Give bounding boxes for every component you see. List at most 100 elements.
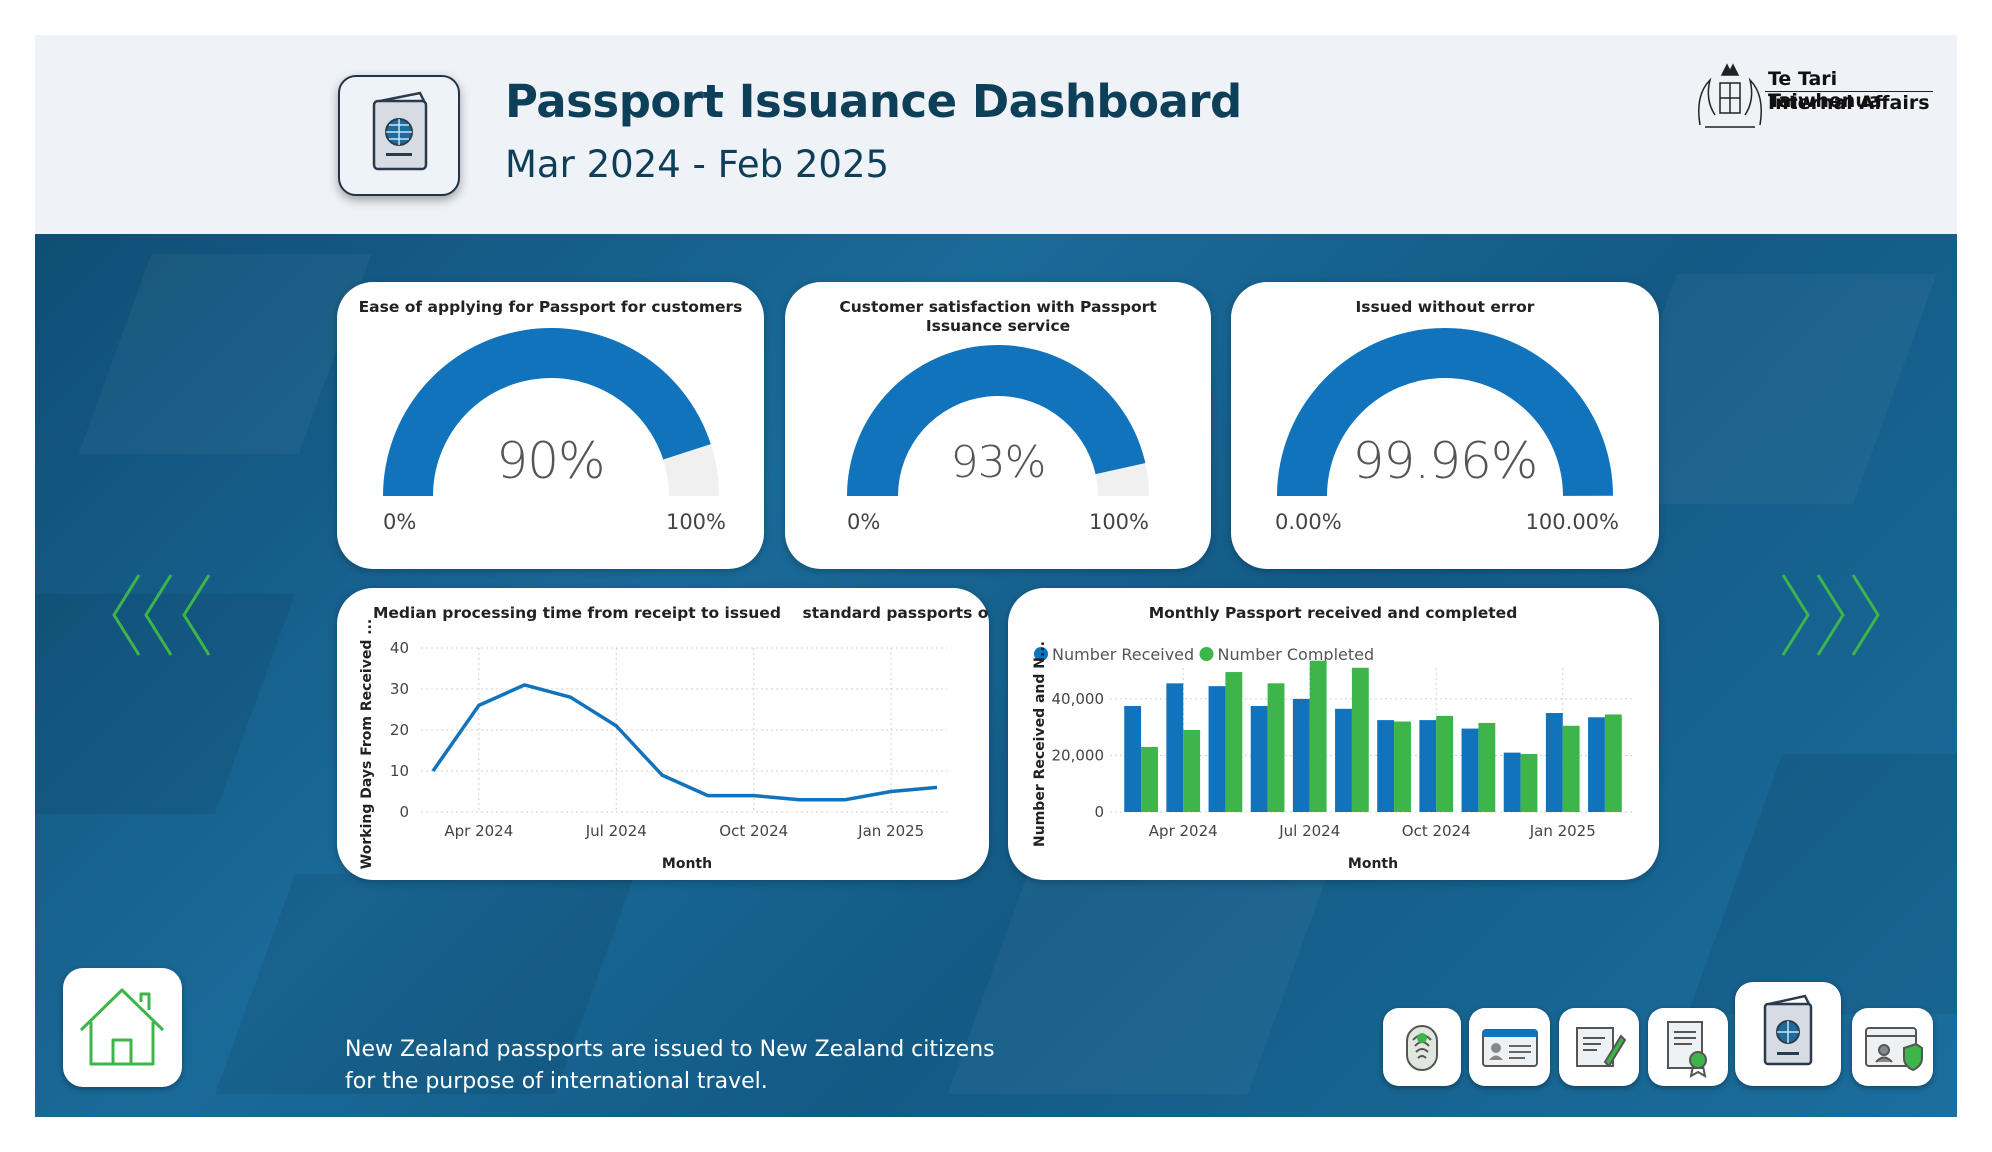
y-tick-label: 20 xyxy=(390,721,409,739)
gauge-min-label: 0.00% xyxy=(1275,510,1342,534)
x-tick-label: Oct 2024 xyxy=(1402,822,1471,840)
y-tick-label: 0 xyxy=(1094,803,1104,821)
x-tick-label: Jan 2025 xyxy=(1529,822,1596,840)
y-axis-label: Working Days From Received ... xyxy=(359,619,375,869)
dashboard-frame: Passport Issuance Dashboard Mar 2024 - F… xyxy=(35,35,1957,1117)
footer-description-line: for the purpose of international travel. xyxy=(345,1069,768,1094)
background-shape xyxy=(78,254,372,454)
certificate-writing-icon xyxy=(1576,1027,1627,1068)
previous-page-chevrons-icon[interactable] xyxy=(109,570,219,660)
header-bar: Passport Issuance Dashboard Mar 2024 - F… xyxy=(35,35,1957,234)
x-tick-label: Jul 2024 xyxy=(1278,822,1340,840)
legend-label: Number Completed xyxy=(1218,645,1375,664)
gauge-fill xyxy=(1277,327,1613,496)
page-icon-tile xyxy=(338,75,460,196)
bar-number-completed xyxy=(1520,754,1538,812)
gauge-max-label: 100.00% xyxy=(1525,510,1619,534)
bar-number-received xyxy=(1545,713,1563,812)
nav-button-fingerprint[interactable] xyxy=(1383,1008,1461,1086)
home-button[interactable] xyxy=(63,968,182,1087)
org-name-maori: Te Tari Taiwhenua xyxy=(1768,68,1882,112)
x-tick-label: Jul 2024 xyxy=(585,822,647,840)
nav-button-passport-active[interactable] xyxy=(1735,982,1841,1086)
gauge-min-label: 0% xyxy=(847,510,881,534)
y-axis-label: Number Received and N... xyxy=(1032,641,1048,847)
bar-number-received xyxy=(1419,720,1437,812)
next-page-chevrons-icon[interactable] xyxy=(1773,570,1883,660)
bar-number-completed xyxy=(1562,725,1580,812)
bar-number-received xyxy=(1335,708,1352,812)
legend-marker xyxy=(1199,647,1214,661)
y-tick-label: 20,000 xyxy=(1052,746,1105,764)
bar-number-completed xyxy=(1183,730,1201,812)
x-axis-label: Month xyxy=(1348,856,1398,872)
gauge-max-label: 100% xyxy=(665,510,726,534)
bar-number-received xyxy=(1588,717,1605,812)
bar-chart-card[interactable]: Monthly Passport received and completed … xyxy=(1008,588,1659,880)
bar-number-completed xyxy=(1351,667,1369,812)
nav-button-certificate-writing[interactable] xyxy=(1559,1008,1639,1086)
bar-number-received xyxy=(1461,728,1479,812)
x-tick-label: Oct 2024 xyxy=(719,822,788,840)
gauge-card-ease[interactable]: Ease of applying for Passport for custom… xyxy=(337,282,764,569)
gauge-title: Ease of applying for Passport for custom… xyxy=(358,298,743,316)
bar-number-received xyxy=(1124,705,1142,812)
legend-label: Number Received xyxy=(1052,645,1194,664)
background-shape xyxy=(1687,754,1957,1014)
gauge-chart xyxy=(383,328,719,496)
bar-number-completed xyxy=(1604,714,1622,812)
x-axis-label: Month xyxy=(662,856,712,872)
gauge-title: Customer satisfaction with Passport Issu… xyxy=(839,298,1157,335)
passport-icon xyxy=(372,91,428,171)
main-panel: Ease of applying for Passport for custom… xyxy=(35,234,1957,1117)
legend-marker xyxy=(1034,647,1048,661)
secure-id-icon xyxy=(1865,1027,1923,1072)
page-subtitle: Mar 2024 - Feb 2025 xyxy=(505,143,890,186)
org-name-english: Internal Affairs xyxy=(1768,92,1930,114)
home-icon xyxy=(79,988,165,1066)
nav-button-award-document[interactable] xyxy=(1648,1008,1728,1086)
page-title: Passport Issuance Dashboard xyxy=(505,75,1242,128)
y-tick-label: 10 xyxy=(390,762,409,780)
passport-icon xyxy=(1763,994,1813,1066)
bar-number-completed xyxy=(1478,722,1496,812)
gauge-value: 90% xyxy=(496,432,605,490)
bar-number-received xyxy=(1503,752,1521,812)
gauge-card-satisfaction[interactable]: Customer satisfaction with Passport Issu… xyxy=(785,282,1211,569)
x-tick-label: Apr 2024 xyxy=(444,822,513,840)
monthly-passport-bar-chart: Monthly Passport received and completed … xyxy=(1032,604,1632,872)
gauge-value: 93% xyxy=(950,437,1047,488)
org-name-divider xyxy=(1765,91,1933,92)
nav-button-secure-id[interactable] xyxy=(1852,1008,1933,1086)
bar-number-completed xyxy=(1309,660,1327,812)
gauge-title: Issued without error xyxy=(1355,298,1535,316)
nz-coat-of-arms-icon xyxy=(1698,63,1762,128)
gauge-min-label: 0% xyxy=(383,510,417,534)
award-document-icon xyxy=(1667,1021,1707,1078)
nav-button-id-card[interactable] xyxy=(1469,1008,1550,1086)
bar-number-received xyxy=(1166,683,1184,812)
gauge-fill xyxy=(383,328,711,496)
bar-number-received xyxy=(1208,686,1226,812)
footer-description: New Zealand passports are issued to New … xyxy=(345,1034,1045,1098)
y-tick-label: 30 xyxy=(390,680,409,698)
gauge-value: 99.96% xyxy=(1352,432,1539,490)
gauge-max-label: 100% xyxy=(1088,510,1149,534)
bar-number-received xyxy=(1292,698,1310,812)
median-processing-line-chart: Median processing time from receipt to i… xyxy=(359,604,1015,872)
series-line xyxy=(431,683,938,802)
line-chart-card[interactable]: Median processing time from receipt to i… xyxy=(337,588,1015,880)
gauge-chart xyxy=(1277,327,1613,496)
fingerprint-icon xyxy=(1406,1025,1438,1071)
chart-title: Median processing time from receipt to i… xyxy=(373,604,989,622)
gauge-card-issued-without-error[interactable]: Issued without error 99.96% 0.00% 100.00… xyxy=(1231,282,1659,569)
y-tick-label: 40 xyxy=(390,639,409,657)
x-tick-label: Apr 2024 xyxy=(1149,822,1218,840)
bar-number-completed xyxy=(1141,746,1158,812)
footer-description-line: New Zealand passports are issued to New … xyxy=(345,1037,995,1062)
bar-number-received xyxy=(1250,705,1268,812)
bar-number-completed xyxy=(1436,715,1454,812)
bar-number-completed xyxy=(1394,721,1411,812)
id-card-icon xyxy=(1482,1029,1538,1067)
bar-number-completed xyxy=(1267,683,1285,812)
